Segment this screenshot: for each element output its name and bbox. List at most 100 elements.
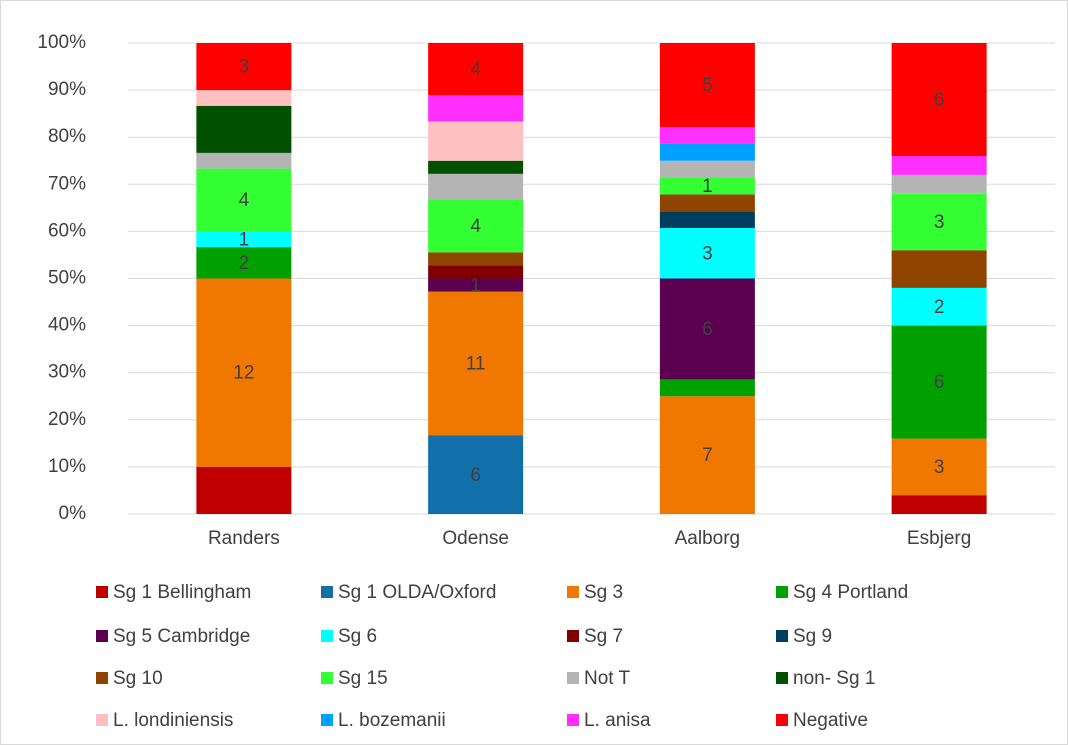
y-tick-label: 0%	[59, 503, 87, 524]
x-tick-label: Aalborg	[675, 528, 741, 549]
data-label: 3	[934, 457, 945, 478]
y-tick-label: 70%	[48, 173, 86, 194]
data-label: 11	[466, 354, 486, 375]
legend-swatch	[567, 714, 579, 726]
data-label: 12	[233, 363, 254, 384]
y-tick-label: 50%	[48, 268, 86, 289]
legend-swatch	[96, 630, 108, 642]
legend-swatch	[96, 672, 108, 684]
bar-segment	[891, 156, 987, 175]
bar-segment	[428, 291, 524, 436]
bar-segment	[196, 43, 292, 91]
bar-segment	[196, 90, 292, 106]
bar-segment	[659, 211, 755, 229]
data-label: 6	[934, 372, 945, 393]
bar-segment	[428, 43, 524, 96]
bar-segment	[891, 174, 987, 194]
bar-segment	[428, 95, 524, 122]
data-label: 1	[470, 275, 481, 296]
y-tick-label: 100%	[37, 32, 86, 53]
legend-swatch	[567, 672, 579, 684]
data-label: 6	[470, 465, 481, 486]
legend-label: non- Sg 1	[793, 668, 875, 689]
legend-label: Sg 9	[793, 626, 832, 647]
bar-segment	[196, 278, 292, 467]
x-tick-label: Esbjerg	[907, 528, 971, 549]
bar-segment	[428, 435, 524, 514]
bar-segment	[659, 127, 755, 144]
legend-swatch	[776, 714, 788, 726]
legend-label: L. bozemanii	[338, 710, 446, 731]
bar-segment	[428, 200, 524, 253]
legend-label: L. anisa	[584, 710, 651, 731]
legend-swatch	[567, 630, 579, 642]
data-label: 2	[239, 253, 250, 274]
bar-segment	[196, 231, 292, 248]
legend-label: Sg 3	[584, 582, 623, 603]
y-tick-label: 80%	[48, 126, 86, 147]
bar-segment	[659, 43, 755, 128]
data-label: 3	[239, 57, 250, 78]
legend-label: Sg 15	[338, 668, 388, 689]
bar-segment	[196, 105, 292, 153]
data-label: 3	[702, 243, 713, 264]
bar-segment	[659, 278, 755, 380]
bar-segment	[659, 177, 755, 195]
bar-segment	[196, 152, 292, 169]
y-tick-label: 40%	[48, 315, 86, 336]
data-label: 5	[702, 75, 713, 96]
x-tick-label: Odense	[442, 528, 509, 549]
bar-segment	[196, 247, 292, 279]
bar-segment	[891, 250, 987, 288]
data-label: 4	[470, 59, 481, 80]
bar-segment	[891, 438, 987, 496]
bar-segment	[428, 278, 524, 292]
bar-segment	[428, 160, 524, 174]
bar-segment	[659, 396, 755, 514]
legend-swatch	[96, 586, 108, 598]
bar-segment	[659, 228, 755, 279]
bar-segment	[196, 168, 292, 232]
legend-swatch	[321, 672, 333, 684]
data-label: 6	[702, 319, 713, 340]
legend-label: Sg 4 Portland	[793, 582, 908, 603]
legend-label: L. londiniensis	[113, 710, 233, 731]
data-label: 3	[934, 212, 945, 233]
legend-swatch	[776, 672, 788, 684]
data-label: 7	[702, 445, 713, 466]
data-label: 4	[470, 216, 481, 237]
bar-segment	[428, 173, 524, 200]
y-tick-label: 30%	[48, 362, 86, 383]
legend-label: Negative	[793, 710, 868, 731]
legend-swatch	[776, 630, 788, 642]
legend-swatch	[321, 586, 333, 598]
legend-swatch	[567, 586, 579, 598]
legend-label: Not T	[584, 668, 631, 689]
bar-segment	[659, 194, 755, 212]
legend-swatch	[776, 586, 788, 598]
data-label: 6	[934, 90, 945, 111]
data-label: 1	[702, 176, 713, 197]
data-label: 1	[239, 229, 250, 250]
legend-label: Sg 1 OLDA/Oxford	[338, 582, 496, 603]
legend-label: Sg 7	[584, 626, 623, 647]
bar-segment	[659, 160, 755, 178]
y-tick-label: 10%	[48, 456, 86, 477]
bar-segment	[891, 287, 987, 326]
y-tick-label: 20%	[48, 409, 86, 430]
bar-segment	[196, 466, 292, 514]
legend-swatch	[321, 714, 333, 726]
legend-swatch	[96, 714, 108, 726]
bar-segment	[891, 193, 987, 251]
bar-segment	[891, 495, 987, 514]
legend-swatch	[321, 630, 333, 642]
bar-segment	[891, 325, 987, 439]
data-label: 2	[934, 297, 945, 318]
bar-segment	[659, 379, 755, 397]
legend-label: Sg 5 Cambridge	[113, 626, 250, 647]
y-tick-label: 90%	[48, 79, 86, 100]
bar-segment	[428, 265, 524, 279]
bar-segment	[659, 143, 755, 161]
